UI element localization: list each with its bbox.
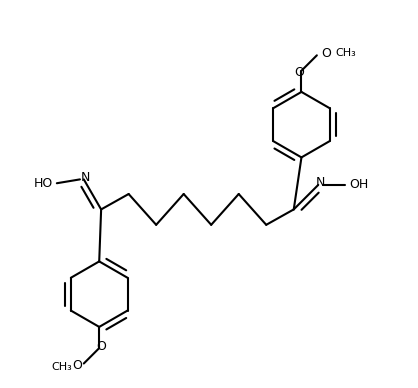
Text: CH₃: CH₃ <box>335 48 356 58</box>
Text: CH₃: CH₃ <box>51 362 72 372</box>
Text: O: O <box>72 359 82 372</box>
Text: N: N <box>81 171 90 184</box>
Text: O: O <box>295 66 304 79</box>
Text: HO: HO <box>34 177 53 190</box>
Text: O: O <box>96 340 106 353</box>
Text: OH: OH <box>349 178 368 191</box>
Text: O: O <box>321 47 331 60</box>
Text: N: N <box>316 177 325 189</box>
